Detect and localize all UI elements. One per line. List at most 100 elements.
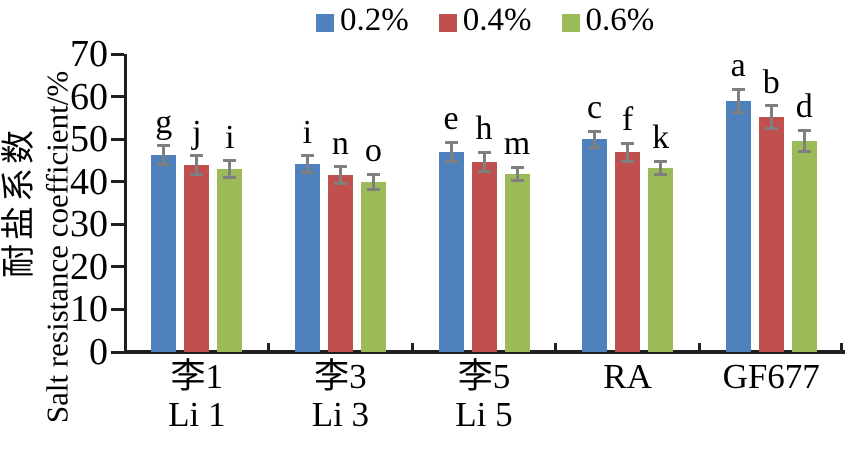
category-label-line1: 李1 bbox=[170, 357, 224, 396]
error-bar bbox=[659, 161, 663, 175]
legend-swatch-blue bbox=[316, 13, 334, 32]
legend-label: 0.2% bbox=[340, 2, 409, 38]
error-bar bbox=[228, 160, 232, 178]
bar bbox=[360, 181, 386, 352]
error-bar-cap-bottom bbox=[477, 169, 491, 173]
significance-letter: d bbox=[795, 88, 813, 126]
error-bar-cap-bottom bbox=[300, 171, 314, 175]
category-label: 李5 Li 5 bbox=[412, 358, 556, 434]
y-axis-tick bbox=[111, 95, 124, 99]
x-axis-tick bbox=[410, 343, 414, 352]
error-bar-cap-bottom bbox=[731, 110, 745, 114]
bar bbox=[184, 165, 210, 352]
significance-letter: a bbox=[730, 47, 746, 85]
legend-item-0.2pct: 0.2% bbox=[316, 4, 409, 37]
bar bbox=[217, 169, 243, 352]
y-axis-line bbox=[124, 54, 127, 352]
significance-letter: o bbox=[364, 132, 382, 170]
bar bbox=[151, 154, 177, 352]
error-bar-cap-bottom bbox=[510, 179, 524, 183]
y-axis-tick bbox=[111, 52, 124, 56]
y-axis-tick-label: 70 bbox=[70, 33, 108, 75]
significance-letter: c bbox=[587, 89, 603, 127]
bar bbox=[758, 117, 784, 352]
error-bar bbox=[162, 145, 166, 165]
significance-letter: f bbox=[621, 101, 634, 139]
legend-item-0.6pct: 0.6% bbox=[561, 2, 655, 38]
error-bar bbox=[449, 142, 453, 162]
category-label: 李3 Li 3 bbox=[269, 358, 413, 434]
error-bar bbox=[195, 155, 199, 175]
category-label-line2: Li 5 bbox=[455, 394, 513, 434]
error-bar bbox=[305, 155, 309, 173]
error-bar bbox=[593, 131, 597, 148]
bar bbox=[648, 168, 674, 352]
significance-letter: j bbox=[192, 113, 202, 151]
significance-letter: i bbox=[302, 113, 313, 151]
error-bar-cap-bottom bbox=[333, 182, 347, 186]
error-bar bbox=[736, 89, 740, 113]
category-label-line2: Li 1 bbox=[168, 394, 226, 434]
error-bar bbox=[802, 130, 806, 152]
legend-label: 0.4% bbox=[462, 2, 532, 38]
error-bar bbox=[515, 167, 519, 181]
y-axis-tick bbox=[111, 222, 124, 226]
y-axis-tick-label: 50 bbox=[70, 118, 108, 161]
category-label-line1: 李3 bbox=[314, 357, 367, 396]
error-bar bbox=[371, 174, 375, 190]
error-bar bbox=[769, 105, 773, 129]
x-axis-tick bbox=[697, 343, 701, 352]
bar bbox=[294, 164, 320, 352]
y-axis-tick-label: 10 bbox=[70, 288, 108, 331]
category-label: GF677 bbox=[699, 358, 843, 396]
legend-swatch-green bbox=[561, 13, 580, 32]
error-bar-cap-top bbox=[764, 104, 778, 108]
error-bar-cap-top bbox=[621, 141, 635, 145]
x-axis-line bbox=[124, 350, 845, 354]
error-bar-cap-top bbox=[157, 144, 171, 148]
category-label: 李1 Li 1 bbox=[125, 358, 269, 434]
y-axis-tick-label: 0 bbox=[89, 331, 108, 373]
legend-label: 0.6% bbox=[585, 2, 655, 38]
error-bar-cap-top bbox=[223, 159, 237, 163]
error-bar bbox=[626, 143, 630, 162]
error-bar-cap-bottom bbox=[621, 159, 635, 163]
error-bar-cap-top bbox=[190, 154, 204, 158]
bar bbox=[725, 100, 751, 352]
bar bbox=[471, 161, 497, 352]
significance-letter: h bbox=[475, 110, 493, 148]
error-bar-cap-bottom bbox=[764, 126, 778, 130]
y-axis-tick bbox=[111, 265, 124, 269]
error-bar-cap-bottom bbox=[223, 176, 237, 180]
y-axis-tick-label: 30 bbox=[70, 203, 108, 246]
error-bar-cap-bottom bbox=[157, 162, 171, 166]
category-label-line1: RA bbox=[603, 357, 652, 396]
x-axis-tick bbox=[840, 343, 843, 352]
error-bar-cap-top bbox=[333, 165, 347, 169]
category-label-line2: Li 3 bbox=[311, 394, 370, 434]
bar bbox=[791, 140, 817, 352]
error-bar-cap-top bbox=[731, 87, 745, 91]
error-bar-cap-bottom bbox=[654, 173, 668, 177]
error-bar-cap-top bbox=[477, 150, 491, 154]
significance-letter: n bbox=[331, 124, 349, 162]
error-bar-cap-bottom bbox=[797, 149, 811, 153]
error-bar-cap-top bbox=[300, 154, 314, 158]
error-bar bbox=[338, 166, 342, 184]
error-bar-cap-bottom bbox=[588, 145, 602, 149]
x-axis-tick bbox=[267, 343, 271, 352]
bar bbox=[438, 151, 464, 352]
y-axis-tick bbox=[111, 307, 124, 311]
bar bbox=[582, 139, 608, 352]
error-bar-cap-top bbox=[588, 129, 602, 133]
error-bar-cap-top bbox=[797, 128, 811, 132]
error-bar-cap-top bbox=[510, 165, 524, 169]
error-bar-cap-top bbox=[654, 159, 668, 163]
bar bbox=[327, 175, 353, 352]
significance-letter: i bbox=[225, 118, 235, 156]
plot-area: g i e c a j n h f b i o m k d bbox=[111, 49, 845, 354]
significance-letter: k bbox=[652, 119, 670, 157]
category-label: RA bbox=[556, 358, 700, 396]
y-axis-tick bbox=[111, 350, 124, 354]
